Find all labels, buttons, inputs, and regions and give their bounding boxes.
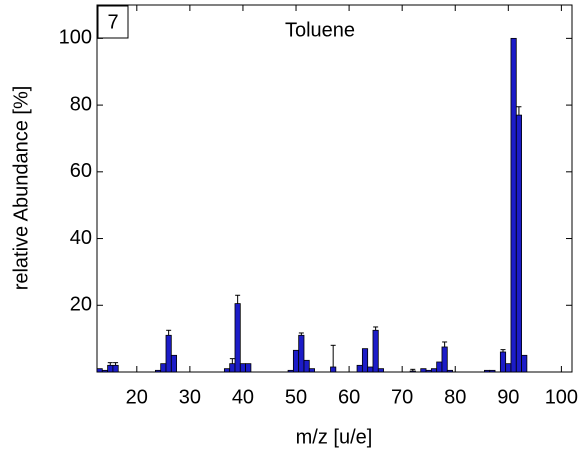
bar <box>223 368 231 373</box>
bar <box>330 366 337 373</box>
y-tick-label: 40 <box>70 227 92 249</box>
bar <box>292 349 300 373</box>
x-tick-label: 30 <box>179 386 201 408</box>
bar <box>377 368 384 373</box>
panel-label: 7 <box>107 11 118 33</box>
plot-frame <box>96 4 573 373</box>
x-tick-label: 20 <box>126 386 148 408</box>
bar <box>245 363 252 373</box>
panel-box <box>97 5 129 39</box>
bar <box>425 369 432 373</box>
bar <box>160 363 167 373</box>
bar <box>505 363 512 373</box>
bar <box>430 368 438 373</box>
bar <box>409 370 416 373</box>
bar <box>308 368 315 373</box>
x-tick-label: 40 <box>232 386 254 408</box>
x-axis-label: m/z [u/e] <box>296 426 373 448</box>
bar <box>234 303 241 373</box>
bar <box>372 329 379 373</box>
x-tick-label: 80 <box>444 386 466 408</box>
bar <box>515 114 522 373</box>
bar <box>229 363 236 373</box>
bar <box>499 351 507 373</box>
bar <box>356 364 363 373</box>
y-tick-label: 20 <box>70 294 92 316</box>
bar <box>441 346 448 373</box>
x-tick-label: 70 <box>391 386 413 408</box>
x-tick-label: 50 <box>285 386 307 408</box>
x-tick-label: 100 <box>545 386 578 408</box>
bar <box>484 369 491 373</box>
bar <box>101 369 109 373</box>
bar <box>361 348 369 373</box>
bar <box>170 354 178 373</box>
y-tick-label: 60 <box>70 160 92 182</box>
bar <box>446 369 453 373</box>
bar <box>96 368 103 373</box>
y-tick-label: 80 <box>70 93 92 115</box>
bar <box>165 334 172 373</box>
bar <box>436 361 443 373</box>
chart-title: Toluene <box>285 19 355 41</box>
bar <box>521 354 528 373</box>
bar <box>510 37 517 373</box>
x-tick-label: 90 <box>497 386 519 408</box>
bar <box>298 334 305 373</box>
bar <box>154 369 162 373</box>
y-axis-label: relative Abundance [%] <box>10 86 32 291</box>
bar <box>303 359 310 373</box>
bar <box>489 369 496 373</box>
bar <box>112 364 119 373</box>
bar <box>239 363 247 373</box>
bar <box>420 368 427 373</box>
y-tick-label: 100 <box>59 27 92 49</box>
bar <box>107 364 114 373</box>
bar <box>367 366 374 373</box>
x-tick-label: 60 <box>338 386 360 408</box>
bar <box>287 369 294 373</box>
